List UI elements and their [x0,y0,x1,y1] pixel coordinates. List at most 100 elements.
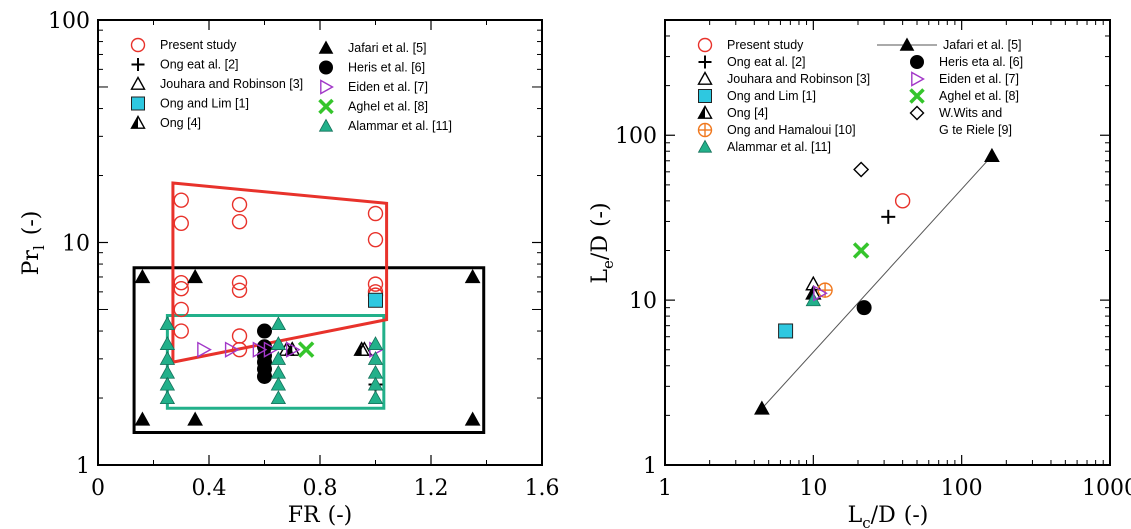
x-tick-label: 10 [799,476,827,501]
data-point [754,400,770,415]
data-point [252,341,268,358]
left-x-label-unit: (-) [328,503,353,528]
fit-line [761,155,993,409]
legend-label: Aghel et al. [8] [939,89,1019,103]
x-tick-label: 1.6 [525,476,560,501]
legend-marker-icon [130,37,146,53]
legend-item: Ong eat al. [2] [698,55,806,69]
legend-item: Heris et al. [6] [319,60,425,75]
data-point [778,323,794,339]
data-point [367,336,384,350]
data-point [984,147,1000,162]
y-tick-label: 10 [629,289,657,314]
data-point [367,390,384,405]
legend-label: Alammar et al. [11] [348,119,452,133]
data-point [464,411,481,426]
legend-label: Present study [727,38,804,52]
legend-label: Jouhara and Robinson [3] [160,77,303,91]
data-point [231,196,248,213]
data-point [231,328,248,344]
legend-marker-icon [697,37,713,53]
data-point [813,285,828,302]
data-point [159,351,176,365]
data-point [270,336,287,350]
data-point [159,390,176,405]
data-point [367,364,384,379]
legend-label: Ong and Hamaloui [10] [727,123,856,137]
x-tick-label: 0.8 [303,476,338,501]
legend-label: Ong eat al. [2] [160,58,239,72]
legend-marker-icon [697,105,713,119]
right-fit-lines [761,155,993,409]
right-x-label-sub: c [862,514,870,529]
legend-label: Ong eat al. [2] [727,55,806,69]
data-point [134,268,151,284]
data-point [224,341,240,358]
legend-item: Aghel et al. [8] [318,98,428,115]
data-point [853,161,870,178]
legend-item: Aghel et al. [8] [909,88,1019,104]
legend-label: Alammar et al. [11] [727,140,831,154]
right-y-label-tail: /D [588,235,613,260]
legend-item: Ong [4] [130,115,201,130]
legend-marker-icon [911,71,925,87]
legend-label: Eiden et al. [7] [939,72,1019,86]
legend-item: Ong eat al. [2] [131,58,239,72]
data-point [231,274,248,291]
legend-item: Ong [4] [697,105,768,120]
data-point [159,336,176,350]
legend-marker-icon [698,55,712,69]
right-x-axis-label: Lc/D (-) [848,503,929,529]
data-point [297,341,315,358]
legend-label: Jouhara and Robinson [3] [727,72,870,86]
data-point [270,316,287,331]
legend-label: Jafari et al. [5] [348,41,427,55]
left-x-axis-label: FR (-) [288,503,352,528]
legend-item: Jafari et al. [5] [318,40,427,55]
data-point [367,376,384,391]
data-point [159,316,176,331]
legend-item: Present study [130,37,237,53]
data-point [173,323,189,339]
legend-marker-icon [697,139,713,153]
legend-item: Ong and Lim [1] [698,89,816,103]
data-point [257,368,272,384]
legend-label-line2: G te Riele [9] [939,123,1012,137]
x-tick-label: 1.2 [414,476,449,501]
left-y-label-sub: l [30,245,48,250]
data-point [173,301,189,318]
legend-marker-icon [131,96,145,111]
legend-marker-icon [698,89,712,103]
right-x-label-unit: (-) [904,503,929,528]
data-point [464,268,481,284]
legend-item: Ong and Lim [1] [131,96,249,111]
data-point [285,341,301,358]
right-x-label-main: L [848,503,863,528]
legend-item: Ong and Hamaloui [10] [697,122,856,138]
legend-label: Jafari et al. [5] [943,38,1022,52]
legend-marker-icon [320,79,334,95]
data-point [257,323,272,339]
legend-item: Jouhara and Robinson [3] [130,76,303,91]
right-chart-panel: 1 10 100 1000 1 10 100 Present study Ong eat al… [588,19,1131,529]
data-point [173,215,189,231]
legend-marker-icon [130,76,146,90]
data-point [367,231,384,248]
right-axis-ticks: 1 10 100 1000 1 10 100 [615,20,1131,501]
legend-item: Jouhara and Robinson [3] [697,71,870,86]
data-point [173,192,189,208]
legend-label: Ong and Lim [1] [727,89,816,103]
legend-item: Heris eta al. [6] [910,55,1023,69]
data-point [852,242,870,259]
legend-marker-icon [909,88,925,104]
y-tick-label: 100 [615,124,657,149]
region-outline [171,181,389,364]
data-point [159,364,176,379]
data-point [159,376,176,391]
legend-label: Ong and Lim [1] [160,97,249,111]
data-point [187,268,203,284]
legend-item: Jafari et al. [5] [877,37,1022,52]
left-chart-panel: 0 0.4 0.8 1.2 1.6 1 10 100 Present study Ong eat… [19,9,560,528]
x-tick-label: 1000 [1082,476,1131,501]
